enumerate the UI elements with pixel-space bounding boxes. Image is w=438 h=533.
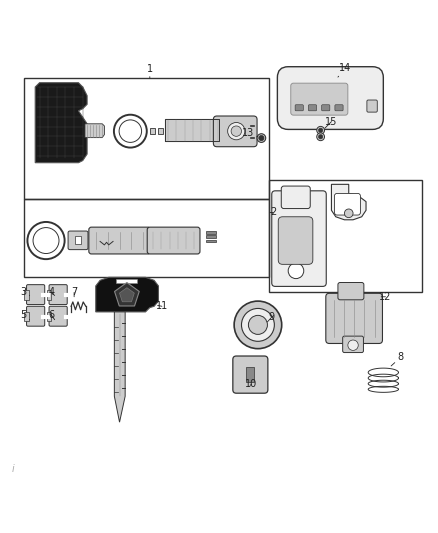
FancyBboxPatch shape: [272, 191, 326, 286]
Bar: [25, 290, 29, 300]
Text: 4: 4: [48, 287, 55, 297]
Bar: [206, 236, 215, 238]
FancyBboxPatch shape: [295, 105, 304, 111]
Polygon shape: [96, 277, 159, 312]
FancyBboxPatch shape: [213, 116, 257, 147]
Bar: [25, 312, 29, 321]
Circle shape: [228, 123, 245, 140]
Text: 12: 12: [379, 292, 392, 302]
FancyBboxPatch shape: [278, 217, 313, 264]
FancyBboxPatch shape: [233, 356, 268, 393]
Text: 7: 7: [71, 287, 77, 297]
Polygon shape: [114, 312, 125, 422]
FancyBboxPatch shape: [335, 105, 343, 111]
Circle shape: [241, 309, 274, 341]
Text: 6: 6: [48, 310, 55, 320]
Polygon shape: [332, 184, 366, 220]
Bar: [47, 312, 51, 321]
FancyBboxPatch shape: [68, 231, 88, 249]
Bar: [25, 78, 269, 199]
Bar: [246, 367, 254, 382]
Text: 15: 15: [325, 117, 338, 128]
FancyBboxPatch shape: [321, 105, 330, 111]
Text: 14: 14: [338, 63, 351, 77]
FancyBboxPatch shape: [326, 293, 382, 343]
Text: 10: 10: [245, 379, 258, 389]
Circle shape: [257, 134, 266, 142]
Circle shape: [234, 301, 282, 349]
Bar: [150, 128, 155, 134]
FancyBboxPatch shape: [335, 193, 360, 215]
Circle shape: [317, 126, 325, 134]
Text: 8: 8: [391, 352, 404, 366]
Circle shape: [259, 135, 264, 141]
Bar: [158, 128, 163, 134]
Bar: [269, 180, 422, 293]
Polygon shape: [35, 83, 87, 163]
Text: 13: 13: [242, 128, 258, 138]
Text: 1: 1: [147, 64, 153, 78]
Bar: [116, 279, 137, 283]
FancyBboxPatch shape: [49, 306, 67, 326]
Bar: [25, 199, 269, 277]
FancyBboxPatch shape: [89, 227, 150, 254]
Circle shape: [318, 135, 323, 139]
Bar: [47, 290, 51, 300]
Bar: [206, 240, 215, 243]
Circle shape: [348, 340, 358, 350]
Bar: [206, 231, 215, 233]
FancyBboxPatch shape: [291, 83, 348, 115]
FancyBboxPatch shape: [343, 336, 364, 352]
FancyBboxPatch shape: [281, 186, 310, 208]
Circle shape: [317, 133, 325, 141]
FancyBboxPatch shape: [277, 67, 383, 130]
Circle shape: [231, 126, 241, 136]
Polygon shape: [115, 282, 139, 306]
FancyBboxPatch shape: [27, 285, 45, 304]
Polygon shape: [120, 288, 134, 302]
Polygon shape: [165, 119, 219, 141]
Circle shape: [318, 128, 323, 132]
Bar: [75, 236, 81, 245]
Circle shape: [288, 263, 304, 279]
Polygon shape: [85, 124, 104, 138]
FancyBboxPatch shape: [308, 105, 317, 111]
Circle shape: [344, 209, 353, 217]
FancyBboxPatch shape: [49, 285, 67, 304]
FancyBboxPatch shape: [338, 282, 364, 300]
FancyBboxPatch shape: [367, 100, 377, 112]
Text: 2: 2: [270, 207, 276, 217]
Text: 5: 5: [21, 310, 30, 320]
Text: i: i: [11, 464, 14, 474]
Circle shape: [248, 316, 268, 334]
FancyBboxPatch shape: [147, 227, 200, 254]
Text: 9: 9: [268, 312, 275, 322]
Text: 3: 3: [21, 287, 30, 297]
Text: 11: 11: [156, 301, 168, 311]
FancyBboxPatch shape: [27, 306, 45, 326]
